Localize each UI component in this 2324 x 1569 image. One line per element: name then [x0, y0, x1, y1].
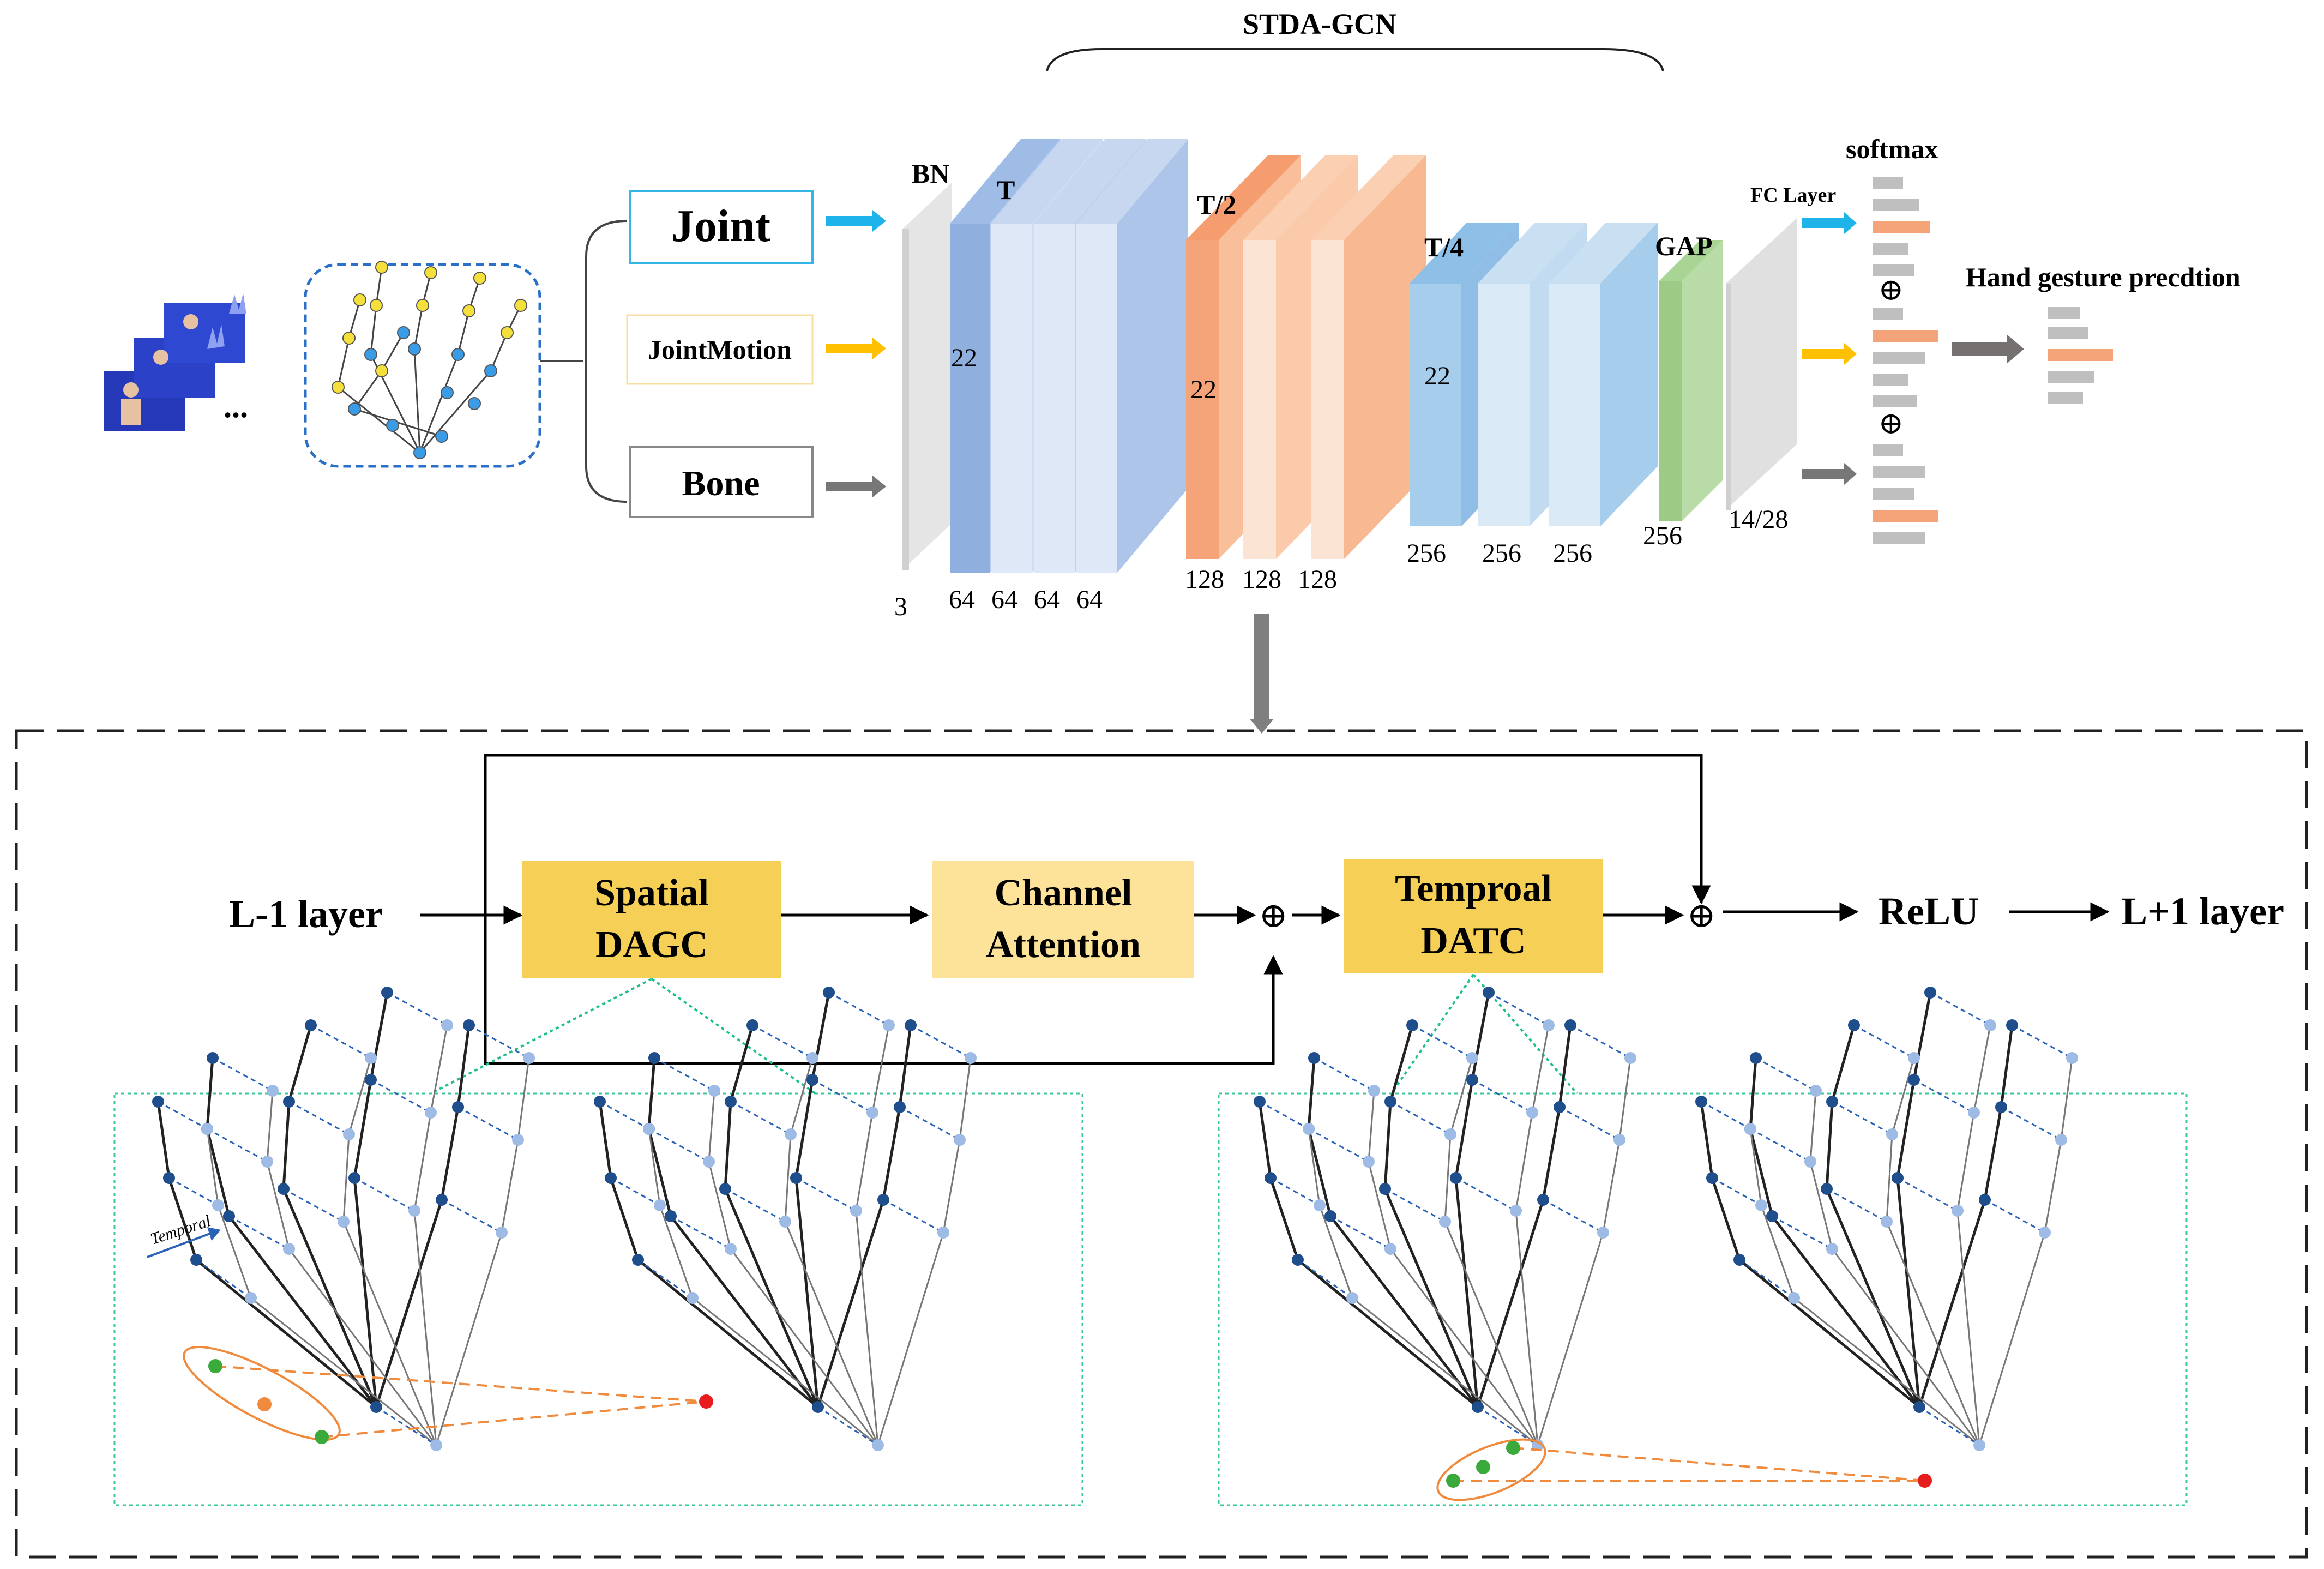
- fc-arrow-joint: [1802, 212, 1857, 234]
- stage1-ch-1: 64: [949, 585, 975, 614]
- bn-layer: [902, 183, 952, 570]
- stage3-ch-3: 256: [1553, 539, 1592, 568]
- prediction-scores: [2048, 307, 2113, 404]
- spatial-neighborhood-ellipse: [183, 1346, 341, 1441]
- bn-label: BN: [912, 158, 949, 189]
- stage2-joints: 22: [1190, 375, 1217, 404]
- bone-label: Bone: [682, 464, 760, 503]
- stage2-ch-1: 128: [1185, 565, 1224, 594]
- residual-skip-top: [484, 754, 1711, 915]
- temporal-datc-box: [1344, 859, 1603, 973]
- bone-box: [629, 446, 814, 518]
- spatial-highlight-nodes: [208, 1359, 713, 1444]
- gap-channels: 256: [1643, 521, 1682, 550]
- softmax-scores: [1873, 177, 1938, 544]
- architecture-title: STDA-GCN: [1243, 8, 1396, 40]
- spatial-label-1: Spatial: [594, 872, 709, 914]
- spatial-dagc-box: [522, 861, 781, 978]
- stage1-ch-2: 64: [991, 585, 1017, 614]
- stage2-ch-2: 128: [1242, 565, 1281, 594]
- temporal-direction-arrow: [147, 1227, 221, 1258]
- sum-node-1: ⊕: [1259, 896, 1288, 935]
- temporal-dash-links: [1453, 1447, 1925, 1482]
- stage3-ch-2: 256: [1482, 539, 1521, 568]
- stage3-ch-1: 256: [1407, 539, 1446, 568]
- spatial-dash-links: [215, 1365, 707, 1438]
- spatial-label-2: DAGC: [595, 924, 708, 966]
- stage1-ch-4: 64: [1076, 585, 1103, 614]
- joint-label: Joint: [671, 201, 770, 251]
- stage1-layer-4: [1076, 139, 1188, 573]
- channel-label-2: Attention: [986, 924, 1141, 966]
- temporal-label-2: DATC: [1420, 920, 1526, 962]
- input-brace: [585, 220, 628, 503]
- detail-connector-arrow: [1250, 614, 1274, 734]
- fusion-plus-2: ⊕: [1879, 407, 1904, 441]
- relu-label: ReLU: [1879, 889, 1979, 933]
- fc-output-size: 14/28: [1729, 505, 1788, 534]
- stage3-joints: 22: [1424, 362, 1450, 390]
- spatial-hand-graph-2: [594, 987, 977, 1451]
- stage3-time-label: T/4: [1424, 232, 1464, 262]
- gap-layer: [1659, 240, 1723, 521]
- stda-block-frame: [15, 729, 2308, 1559]
- gap-label: GAP: [1655, 231, 1713, 261]
- temporal-neighborhood-ellipse: [1436, 1438, 1546, 1501]
- output-layer-label: L+1 layer: [2121, 889, 2284, 933]
- temporal-label-1: Temproal: [1395, 868, 1552, 910]
- prediction-label: Hand gesture precdtion: [1966, 262, 2241, 292]
- prediction-arrow: [1952, 334, 2024, 364]
- residual-skip-bottom: [484, 915, 1283, 1065]
- fusion-plus-1: ⊕: [1879, 273, 1904, 307]
- input-layer-label: L-1 layer: [229, 892, 383, 936]
- temporal-direction-label: Temporal: [148, 1212, 213, 1248]
- frames-ellipsis: ...: [224, 388, 248, 424]
- title-brace: [1046, 48, 1664, 71]
- temporal-highlight-nodes: [1446, 1441, 1932, 1488]
- bn-channels: 3: [894, 592, 907, 621]
- joint-motion-arrow: [826, 338, 886, 359]
- stage3-layer-3: [1549, 223, 1658, 526]
- video-frames-icon: [104, 293, 246, 431]
- joint-motion-label: JointMotion: [648, 334, 792, 365]
- stage1-time-label: T: [997, 175, 1015, 205]
- softmax-label: softmax: [1846, 134, 1938, 164]
- stage2-layer-3: [1311, 155, 1426, 559]
- stage1-ch-3: 64: [1034, 585, 1060, 614]
- hand-graph-icon: [304, 261, 541, 468]
- fc-layer: [1726, 218, 1797, 510]
- joint-arrow: [826, 210, 886, 232]
- temporal-hand-graph-1: [1254, 987, 1636, 1451]
- temporal-detail-panel: [1218, 1092, 2188, 1506]
- fc-layer-label: FC Layer: [1750, 184, 1836, 207]
- joint-motion-box: [626, 314, 814, 385]
- callout-lines: [430, 973, 1578, 1095]
- joint-box: [629, 190, 814, 264]
- stage2-ch-3: 128: [1298, 565, 1337, 594]
- stage2-time-label: T/2: [1197, 189, 1236, 220]
- bone-arrow: [826, 476, 886, 497]
- fc-arrow-bone: [1802, 463, 1857, 485]
- stage1-joints: 22: [951, 344, 977, 372]
- channel-label-1: Channel: [995, 872, 1133, 914]
- sum-node-2: ⊕: [1687, 896, 1716, 935]
- channel-attention-box: [932, 861, 1194, 978]
- temporal-hand-graph-2: [1695, 987, 2078, 1451]
- spatial-detail-panel: [113, 1092, 1083, 1506]
- fc-arrow-motion: [1802, 343, 1857, 365]
